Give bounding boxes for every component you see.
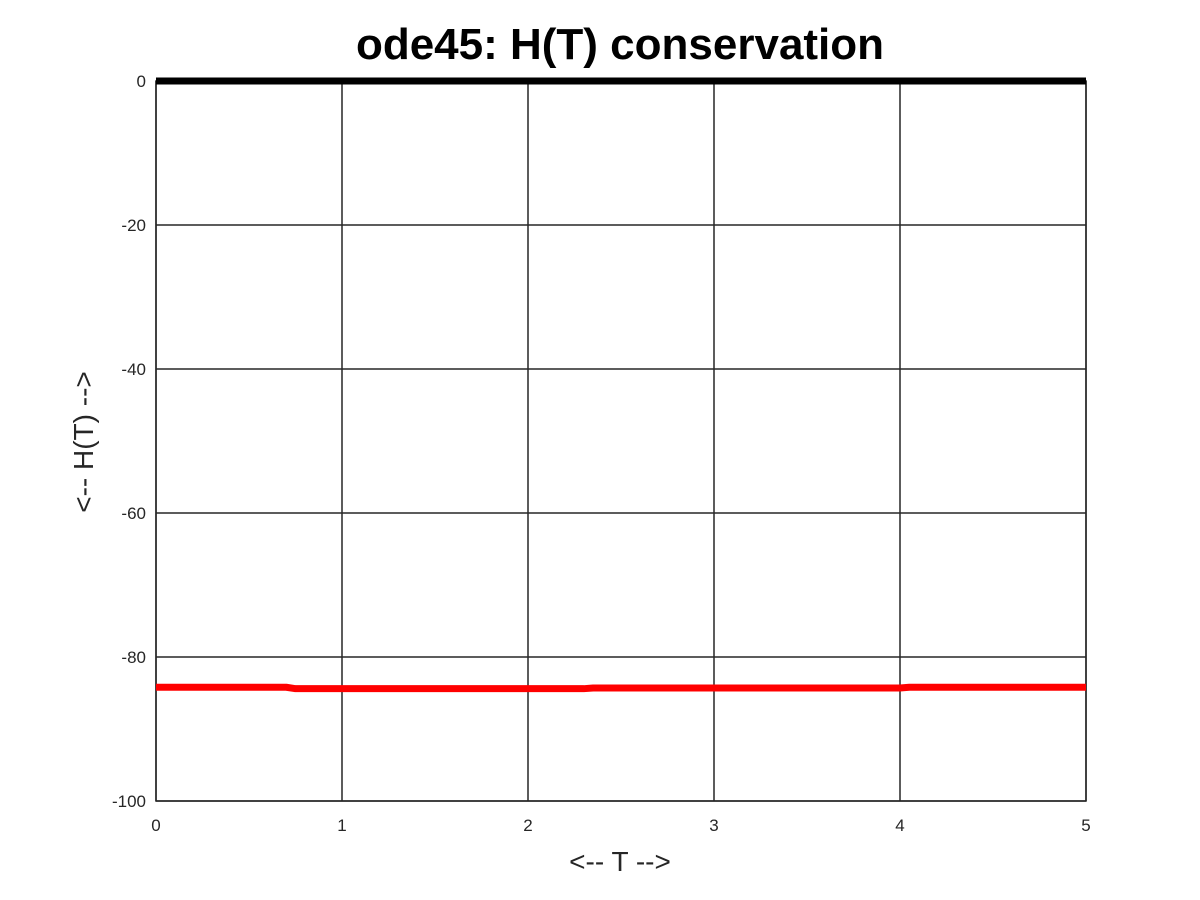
series-line-2 [156,683,1086,693]
y-axis-label: <-- H(T) --> [68,371,99,513]
y-tick-labels: 0 -20 -40 -60 -80 -100 [112,72,146,811]
y-tick-label: -40 [121,360,146,379]
grid-layer [155,80,1087,802]
x-tick-label: 4 [895,816,904,835]
x-tick-label: 0 [151,816,160,835]
x-tick-label: 2 [523,816,532,835]
y-tick-label: -100 [112,792,146,811]
x-tick-labels: 0 1 2 3 4 5 [151,816,1090,835]
series-layer [156,77,1086,693]
x-tick-label: 1 [337,816,346,835]
y-tick-label: -20 [121,216,146,235]
x-tick-label: 3 [709,816,718,835]
plot-frame [155,80,1087,802]
y-tick-label: -80 [121,648,146,667]
y-tick-label: -60 [121,504,146,523]
x-tick-label: 5 [1081,816,1090,835]
y-tick-label: 0 [137,72,146,91]
chart-title: ode45: H(T) conservation [356,20,884,69]
x-axis-label: <-- T --> [569,846,671,877]
